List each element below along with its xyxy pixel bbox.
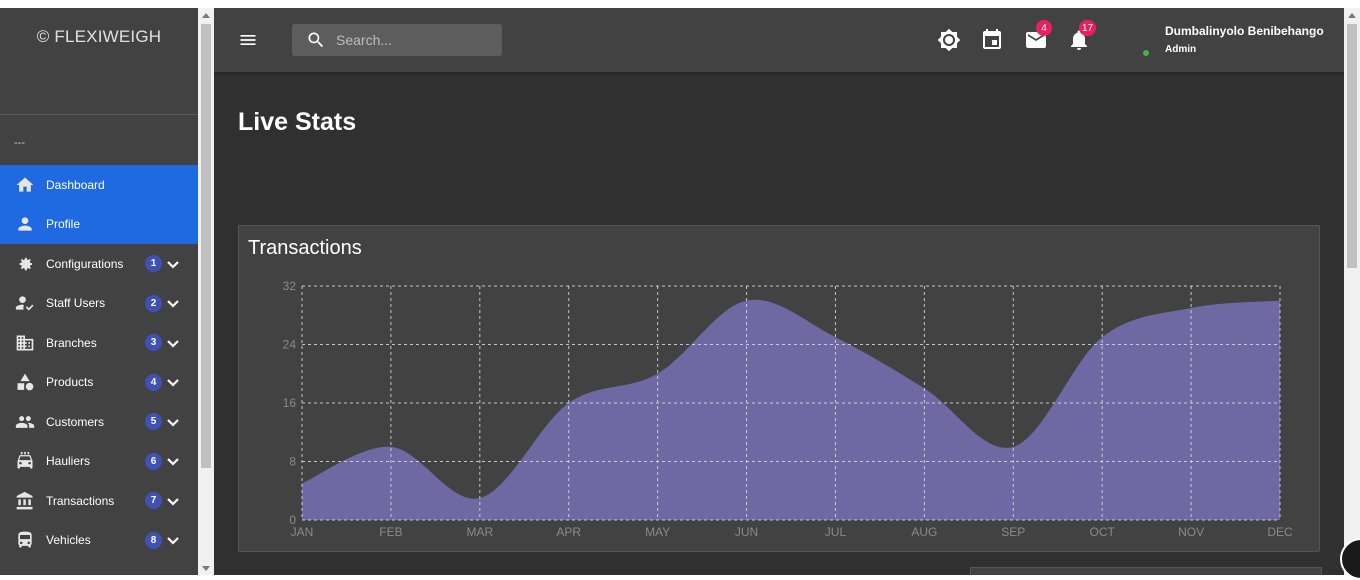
scroll-up-arrow-icon[interactable]: [202, 13, 210, 18]
sidebar-item-staff-users[interactable]: Staff Users 2: [0, 284, 198, 324]
building-icon: [15, 333, 35, 353]
sidebar-item-products[interactable]: Products 4: [0, 363, 198, 403]
sidebar-item-branches[interactable]: Branches 3: [0, 323, 198, 363]
sidebar-item-label: Staff Users: [46, 296, 106, 311]
page-scrollbar[interactable]: [1344, 8, 1360, 575]
sidebar-item-label: Branches: [46, 335, 97, 350]
person-icon: [15, 214, 35, 234]
people-icon: [15, 412, 35, 432]
gear-icon: [15, 254, 35, 274]
secondary-card: [970, 567, 1322, 575]
count-badge: 1: [145, 255, 162, 273]
x-tick-label: JUL: [825, 525, 847, 539]
chevron-down-icon[interactable]: [166, 336, 180, 350]
x-tick-label: MAY: [645, 525, 670, 539]
search-input[interactable]: [334, 31, 488, 49]
sidebar-item-label: Configurations: [46, 256, 124, 271]
sidebar-item-vehicles[interactable]: Vehicles 8: [0, 521, 198, 561]
page-title: Live Stats: [238, 108, 357, 136]
sidebar-item-label: Hauliers: [46, 454, 91, 469]
count-badge: 7: [145, 492, 162, 510]
sidebar-item-label: Customers: [46, 414, 105, 429]
home-icon: [15, 175, 35, 195]
scrollbar-thumb[interactable]: [1347, 24, 1357, 268]
calendar-icon[interactable]: [980, 28, 1004, 52]
sidebar-section-label: ---: [14, 137, 25, 149]
count-badge: 8: [145, 531, 162, 549]
sidebar-item-label: Profile: [46, 217, 81, 232]
search-icon: [306, 30, 326, 50]
menu-icon[interactable]: [238, 30, 260, 50]
y-tick-label: 0: [289, 513, 296, 527]
bank-icon: [15, 491, 35, 511]
sidebar-item-label: Dashboard: [46, 177, 105, 192]
sidebar-item-transactions[interactable]: Transactions 7: [0, 481, 198, 521]
transactions-card: Transactions 0 8 16 24 32 JAN FEB MAR APR MAY JUN J…: [238, 225, 1320, 552]
shapes-icon: [15, 372, 35, 392]
sidebar-item-label: Vehicles: [46, 533, 91, 548]
chevron-down-icon[interactable]: [166, 257, 180, 271]
scroll-down-arrow-icon[interactable]: [202, 566, 210, 571]
main-content: 4 17 Dumbalinyolo Benibehango Admin Live…: [214, 8, 1344, 575]
chevron-down-icon[interactable]: [166, 296, 180, 310]
sidebar-item-profile[interactable]: Profile: [0, 204, 198, 244]
chevron-down-icon[interactable]: [166, 494, 180, 508]
transactions-chart: 0 8 16 24 32 JAN FEB MAR APR MAY JUN JUL AUG SEP OCT NO…: [283, 279, 1293, 539]
transactions-area-series: [302, 299, 1280, 520]
chevron-down-icon[interactable]: [166, 375, 180, 389]
sidebar: © FLEXIWEIGH --- Dashboard Profile Confi…: [0, 8, 198, 575]
truck-icon: [15, 451, 35, 471]
mail-count-badge: 4: [1036, 20, 1052, 36]
count-badge: 6: [145, 452, 162, 470]
y-tick-label: 32: [283, 279, 297, 293]
sidebar-item-customers[interactable]: Customers 5: [0, 402, 198, 442]
card-title: Transactions: [248, 237, 362, 259]
x-tick-label: JAN: [291, 525, 314, 539]
brightness-icon[interactable]: [937, 28, 961, 52]
online-status-dot: [1143, 50, 1149, 56]
x-tick-label: DEC: [1267, 525, 1293, 539]
count-badge: 3: [145, 334, 162, 352]
y-tick-label: 8: [289, 455, 296, 469]
user-check-icon: [15, 293, 35, 313]
chevron-down-icon[interactable]: [166, 415, 180, 429]
chevron-down-icon[interactable]: [166, 533, 180, 547]
sidebar-item-hauliers[interactable]: Hauliers 6: [0, 442, 198, 482]
x-tick-label: FEB: [379, 525, 402, 539]
scrollbar-thumb[interactable]: [201, 24, 211, 468]
sidebar-item-configurations[interactable]: Configurations 1: [0, 244, 198, 284]
scroll-up-arrow-icon[interactable]: [1348, 13, 1356, 18]
sidebar-item-label: Transactions: [46, 493, 115, 508]
brand-logo: © FLEXIWEIGH: [0, 8, 198, 115]
count-badge: 4: [145, 373, 162, 391]
user-name: Dumbalinyolo Benibehango: [1165, 24, 1324, 38]
mail-icon[interactable]: 4: [1024, 20, 1052, 52]
x-tick-label: MAR: [466, 525, 493, 539]
x-tick-label: AUG: [911, 525, 937, 539]
count-badge: 5: [145, 413, 162, 431]
sidebar-item-label: Products: [46, 375, 94, 390]
x-tick-label: NOV: [1178, 525, 1204, 539]
sidebar-item-dashboard[interactable]: Dashboard: [0, 165, 198, 205]
x-tick-label: APR: [556, 525, 581, 539]
notification-bell-icon[interactable]: 17: [1067, 20, 1097, 52]
x-tick-label: OCT: [1090, 525, 1116, 539]
count-badge: 2: [145, 294, 162, 312]
y-tick-label: 24: [283, 338, 297, 352]
sidebar-scrollbar[interactable]: [198, 8, 214, 575]
search-box[interactable]: [292, 24, 502, 56]
chevron-down-icon[interactable]: [166, 454, 180, 468]
x-tick-label: JUN: [735, 525, 758, 539]
bus-icon: [15, 530, 35, 550]
y-tick-label: 16: [283, 396, 297, 410]
user-role: Admin: [1165, 44, 1197, 55]
notification-count-badge: 17: [1079, 20, 1097, 36]
x-tick-label: SEP: [1001, 525, 1025, 539]
user-info[interactable]: Dumbalinyolo Benibehango Admin: [1165, 24, 1324, 55]
top-app-bar: 4 17 Dumbalinyolo Benibehango Admin: [214, 8, 1344, 72]
